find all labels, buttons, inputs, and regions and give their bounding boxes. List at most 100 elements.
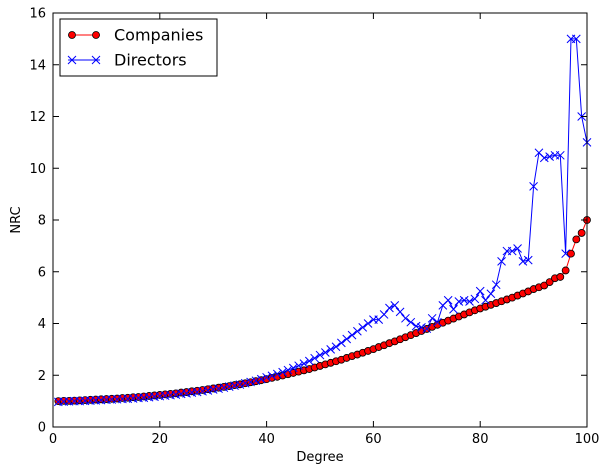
y-axis-ticks: 0 2 4 6 8 10 12 14 16 <box>29 7 587 436</box>
y-tick-label: 0 <box>38 421 46 436</box>
directors-point <box>390 301 400 310</box>
directors-point <box>256 374 266 384</box>
directors-point <box>561 249 570 258</box>
directors-point <box>251 376 261 386</box>
directors-point <box>443 295 453 305</box>
directors-point <box>539 153 549 163</box>
x-tick-label: 100 <box>575 432 600 447</box>
directors-point <box>326 345 336 354</box>
directors-point <box>497 257 506 266</box>
y-tick-label: 2 <box>38 369 46 384</box>
directors-point <box>507 246 517 256</box>
directors-point <box>491 280 501 290</box>
y-tick-label: 12 <box>29 110 46 125</box>
directors-point <box>411 321 421 331</box>
directors-point <box>571 34 581 44</box>
directors-point <box>198 386 207 396</box>
directors-point <box>224 382 234 391</box>
directors-point <box>278 367 287 377</box>
directors-point <box>320 348 330 357</box>
directors-point <box>385 303 394 313</box>
directors-point <box>406 317 416 327</box>
companies-series-line <box>58 219 587 402</box>
y-tick-label: 14 <box>29 58 46 73</box>
directors-point <box>331 342 341 352</box>
directors-legend-marker <box>91 55 101 65</box>
directors-point <box>262 372 271 382</box>
directors-point <box>267 371 277 381</box>
directors-point <box>182 389 191 398</box>
companies-point <box>577 229 586 237</box>
directors-point <box>288 363 298 373</box>
x-tick-label: 80 <box>472 432 489 447</box>
directors-point <box>470 294 480 304</box>
directors-point <box>454 297 464 306</box>
directors-point <box>395 307 405 317</box>
directors-point <box>203 386 213 395</box>
directors-point <box>422 324 432 334</box>
directors-point <box>304 356 314 366</box>
x-tick-label: 20 <box>152 432 169 447</box>
directors-point <box>427 313 437 323</box>
companies-legend-marker <box>68 31 76 39</box>
directors-point <box>272 369 282 379</box>
y-axis-label: NRC <box>9 206 24 233</box>
directors-point <box>417 323 426 332</box>
directors-point <box>294 361 303 371</box>
y-tick-label: 16 <box>29 7 46 22</box>
companies-legend-marker <box>92 31 100 39</box>
companies-point <box>545 278 554 287</box>
directors-legend-marker <box>67 55 77 65</box>
directors-point <box>214 384 223 394</box>
directors-point <box>171 390 181 400</box>
directors-point <box>283 365 293 375</box>
directors-point <box>459 295 469 305</box>
directors-point <box>353 326 362 336</box>
directors-point <box>347 330 357 340</box>
directors-point <box>379 310 389 319</box>
directors-point <box>240 378 250 388</box>
directors-point <box>219 383 229 393</box>
legend-items: Companies Directors <box>67 26 203 70</box>
companies-point <box>567 249 575 258</box>
directors-series-line <box>58 38 587 403</box>
directors-point <box>449 304 458 314</box>
x-axis-ticks: 0 20 40 60 80 100 <box>49 13 600 447</box>
directors-point <box>523 255 533 265</box>
directors-legend-label: Directors <box>114 51 187 70</box>
directors-point <box>358 323 368 332</box>
directors-point <box>208 385 218 394</box>
directors-point <box>310 353 320 363</box>
companies-point <box>572 235 581 244</box>
legend: Companies Directors <box>59 18 218 77</box>
y-tick-label: 6 <box>38 265 46 280</box>
x-axis-label: Degree <box>296 450 343 465</box>
directors-point <box>299 359 309 368</box>
directors-point <box>545 152 554 161</box>
directors-point <box>315 350 325 360</box>
companies-legend-label: Companies <box>114 26 203 45</box>
y-tick-label: 10 <box>29 162 46 177</box>
directors-point <box>192 387 202 397</box>
directors-point <box>337 338 346 348</box>
plot-lines <box>58 38 587 403</box>
directors-point <box>555 150 565 160</box>
y-tick-label: 8 <box>38 214 46 229</box>
directors-point <box>475 286 485 296</box>
x-tick-label: 40 <box>258 432 275 447</box>
plot-marks <box>53 34 592 407</box>
directors-point <box>513 244 522 253</box>
directors-point <box>529 182 538 191</box>
companies-point <box>561 266 570 275</box>
directors-point <box>342 334 352 344</box>
directors-point <box>518 257 528 266</box>
companies-point <box>556 273 565 281</box>
directors-point <box>433 317 442 327</box>
y-tick-label: 4 <box>38 317 46 332</box>
legend-box <box>59 18 218 77</box>
directors-point <box>401 313 410 323</box>
directors-point <box>486 289 496 299</box>
x-tick-label: 0 <box>49 432 57 447</box>
directors-point <box>465 297 474 306</box>
